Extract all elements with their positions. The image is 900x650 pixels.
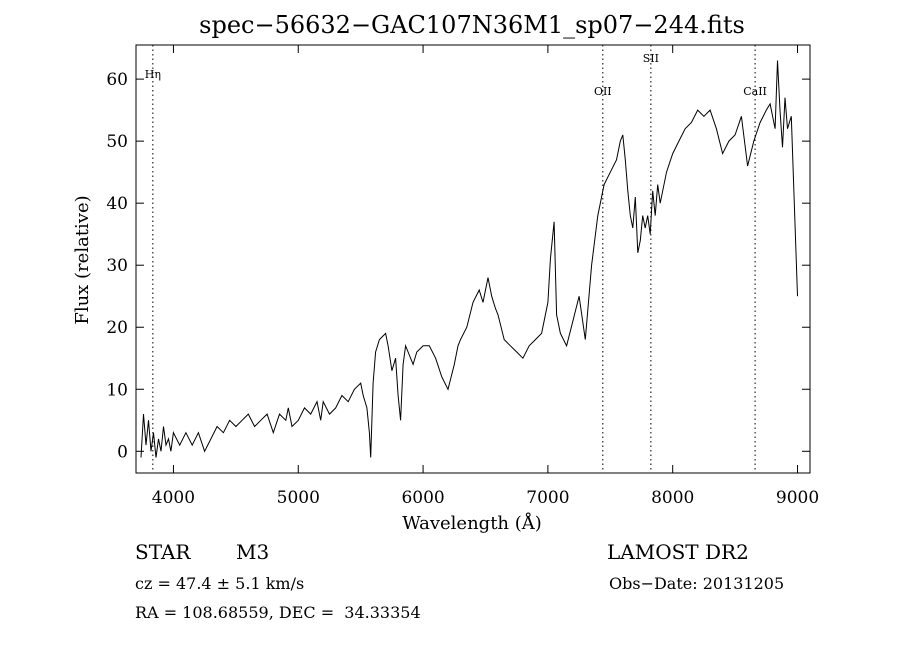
- object-class: STAR: [135, 540, 191, 564]
- spectrum-line: [140, 60, 798, 458]
- y-axis-label: Flux (relative): [72, 195, 93, 324]
- coordinates: RA = 108.68559, DEC = 34.33354: [135, 603, 421, 622]
- y-tick-label: 40: [106, 194, 128, 214]
- redshift-velocity: cz = 47.4 ± 5.1 km/s: [135, 574, 305, 593]
- annotation-labels: Hη OII SII CaII: [145, 52, 767, 98]
- y-tick-label: 0: [117, 442, 128, 462]
- y-tick-label: 20: [106, 318, 128, 338]
- x-tick-label: 4000: [152, 488, 195, 508]
- x-axis-ticks: 4000 5000 6000 7000 8000 9000: [152, 45, 819, 508]
- annotation-label: SII: [643, 52, 659, 65]
- y-tick-label: 30: [106, 256, 128, 276]
- y-axis-ticks: 0 10 20 30 40 50 60: [106, 70, 810, 462]
- plot-frame: [135, 44, 811, 474]
- x-tick-label: 9000: [776, 488, 819, 508]
- observation-date: Obs−Date: 20131205: [609, 574, 785, 593]
- object-subclass: M3: [236, 540, 270, 564]
- x-axis-label: Wavelength (Å): [402, 512, 542, 534]
- x-tick-label: 6000: [401, 488, 444, 508]
- x-tick-label: 7000: [526, 488, 569, 508]
- annotation-label: OII: [594, 85, 612, 98]
- annotation-label: Hη: [145, 68, 161, 81]
- y-tick-label: 50: [106, 132, 128, 152]
- annotation-label: CaII: [743, 85, 767, 98]
- y-tick-label: 10: [106, 380, 128, 400]
- annotation-lines: [152, 45, 756, 473]
- x-tick-label: 5000: [277, 488, 320, 508]
- x-tick-label: 8000: [651, 488, 694, 508]
- y-tick-label: 60: [106, 70, 128, 90]
- survey-name: LAMOST DR2: [607, 540, 749, 564]
- chart-title: spec−56632−GAC107N36M1_sp07−244.fits: [199, 11, 745, 39]
